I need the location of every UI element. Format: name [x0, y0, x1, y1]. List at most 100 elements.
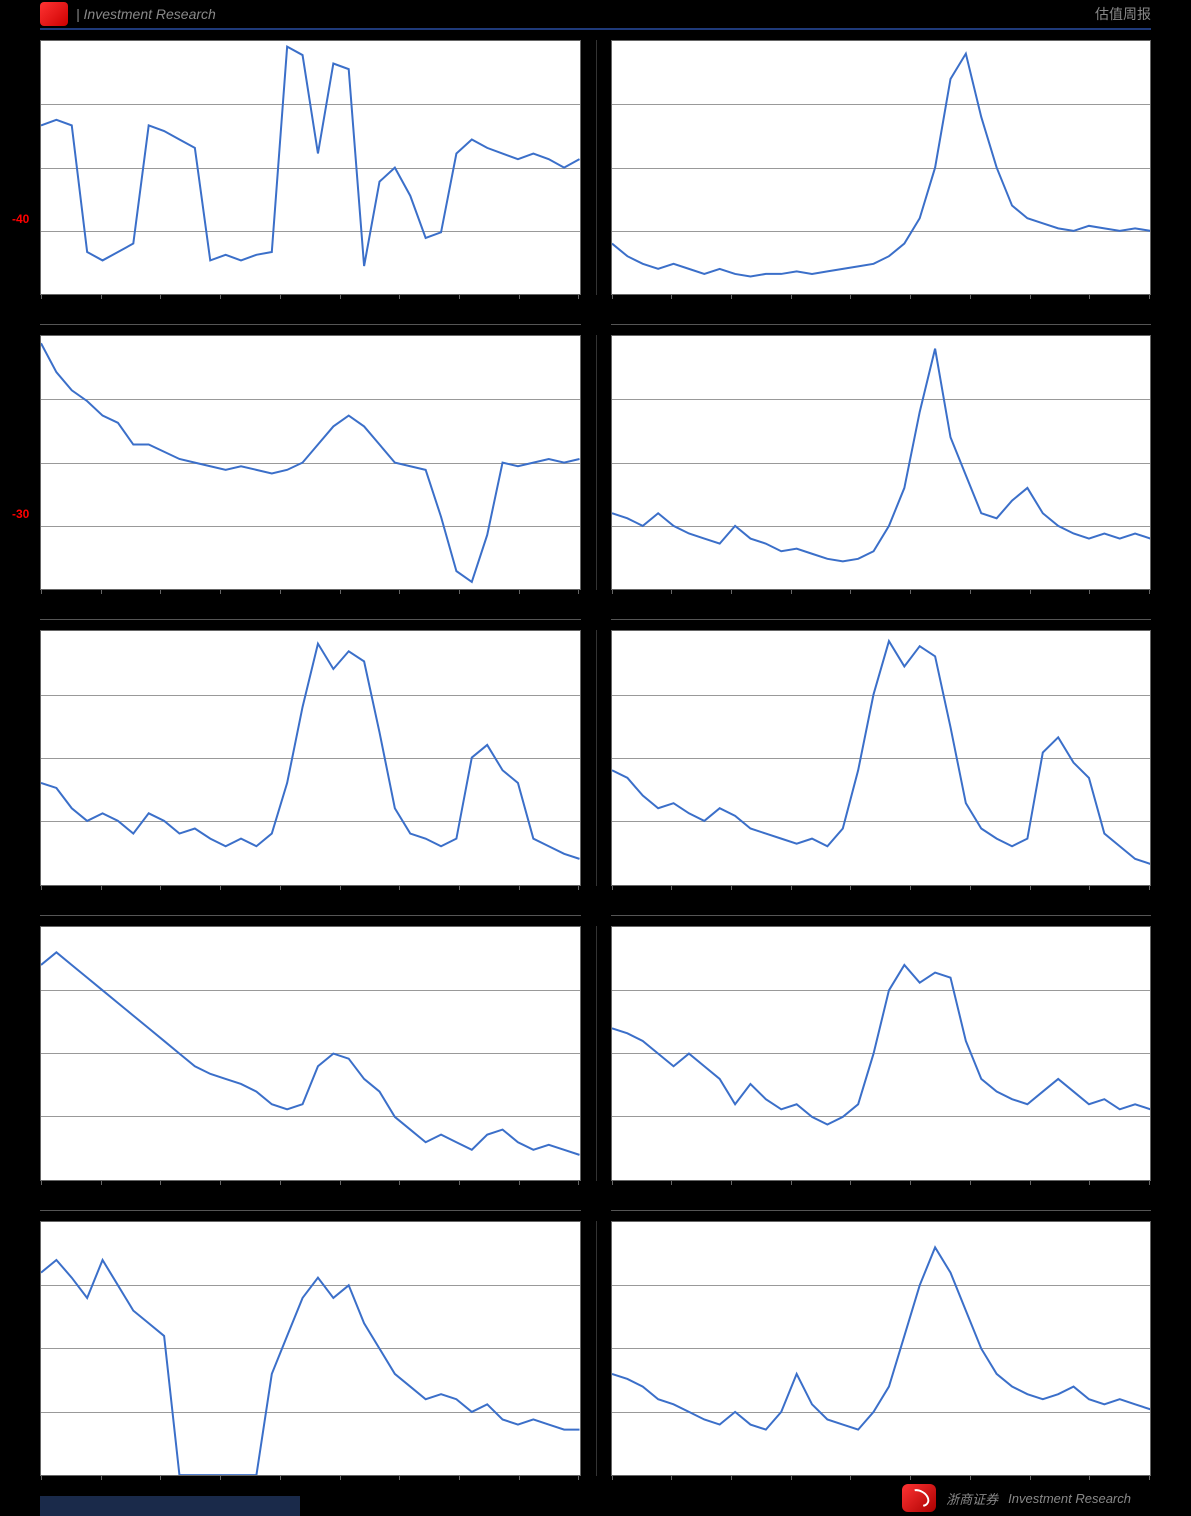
x-tick [671, 589, 672, 594]
footer-brand: 浙商证券 [946, 1489, 998, 1508]
header-rule [40, 28, 1151, 30]
chart-cell [611, 1221, 1152, 1476]
x-ticks [41, 885, 580, 891]
chart-cell [611, 630, 1152, 885]
chart-cell: -30 [40, 335, 581, 590]
x-tick [41, 885, 42, 890]
column-divider [596, 335, 597, 590]
x-tick [459, 294, 460, 299]
row-rule [611, 324, 1152, 325]
line-svg [41, 1222, 580, 1475]
y-axis-label: -40 [12, 212, 29, 226]
x-tick [1149, 589, 1150, 594]
x-tick [459, 589, 460, 594]
page-footer: 浙商证券 Investment Research [0, 1480, 1191, 1516]
x-tick [459, 885, 460, 890]
line-svg [41, 336, 580, 589]
chart-cell [611, 40, 1152, 295]
plot-area [40, 1221, 581, 1476]
row-rule [40, 915, 581, 916]
data-line [612, 54, 1151, 277]
x-tick [220, 294, 221, 299]
x-tick [970, 885, 971, 890]
x-tick [612, 885, 613, 890]
line-svg [612, 336, 1151, 589]
x-tick [791, 589, 792, 594]
plot-area [611, 335, 1152, 590]
x-tick [671, 885, 672, 890]
header-left: | Investment Research [40, 2, 216, 26]
page-header: | Investment Research 估值周报 [0, 0, 1191, 28]
x-ticks [612, 294, 1151, 300]
x-tick [1089, 589, 1090, 594]
x-tick [160, 885, 161, 890]
x-ticks [612, 1180, 1151, 1186]
plot-area [611, 926, 1152, 1181]
x-tick [101, 589, 102, 594]
row-rule [40, 619, 581, 620]
line-svg [41, 631, 580, 884]
x-tick [459, 1180, 460, 1185]
x-tick [101, 885, 102, 890]
x-tick [731, 1180, 732, 1185]
data-line [612, 1247, 1151, 1429]
line-svg [41, 927, 580, 1180]
column-divider [596, 926, 597, 1181]
x-tick [731, 885, 732, 890]
x-tick [578, 589, 579, 594]
plot-wrap: -40 [40, 40, 581, 295]
x-tick [41, 1180, 42, 1185]
x-tick [1149, 294, 1150, 299]
chart-cell [40, 926, 581, 1181]
x-tick [970, 1180, 971, 1185]
x-tick [160, 589, 161, 594]
chart-cell [40, 1221, 581, 1476]
data-line [41, 644, 580, 859]
x-tick [1149, 885, 1150, 890]
x-tick [220, 1180, 221, 1185]
plot-wrap [40, 630, 581, 885]
y-axis-label: -30 [12, 507, 29, 521]
x-tick [910, 294, 911, 299]
plot-wrap [611, 335, 1152, 590]
plot-area [40, 630, 581, 885]
x-tick [1030, 589, 1031, 594]
row-rule [40, 324, 581, 325]
x-tick [731, 589, 732, 594]
chart-cell [611, 335, 1152, 590]
plot-area [40, 40, 581, 295]
data-line [612, 965, 1151, 1125]
x-tick [340, 885, 341, 890]
data-line [612, 642, 1151, 865]
data-line [612, 349, 1151, 562]
x-tick [160, 1180, 161, 1185]
chart-cell: -40 [40, 40, 581, 295]
header-title: | Investment Research [76, 6, 216, 22]
line-svg [612, 1222, 1151, 1475]
row-rule [611, 1210, 1152, 1211]
x-tick [280, 294, 281, 299]
x-ticks [41, 589, 580, 595]
x-tick [671, 1180, 672, 1185]
x-tick [791, 294, 792, 299]
x-tick [519, 589, 520, 594]
line-svg [612, 927, 1151, 1180]
x-tick [791, 885, 792, 890]
column-divider [596, 40, 597, 295]
column-divider [596, 630, 597, 885]
plot-wrap [611, 40, 1152, 295]
x-tick [1030, 294, 1031, 299]
plot-area [611, 630, 1152, 885]
x-tick [399, 1180, 400, 1185]
x-tick [671, 294, 672, 299]
x-tick [399, 294, 400, 299]
x-tick [578, 885, 579, 890]
x-tick [101, 294, 102, 299]
x-tick [280, 1180, 281, 1185]
x-tick [970, 589, 971, 594]
x-tick [340, 1180, 341, 1185]
x-tick [850, 294, 851, 299]
plot-wrap [40, 926, 581, 1181]
x-tick [578, 294, 579, 299]
plot-wrap [611, 630, 1152, 885]
